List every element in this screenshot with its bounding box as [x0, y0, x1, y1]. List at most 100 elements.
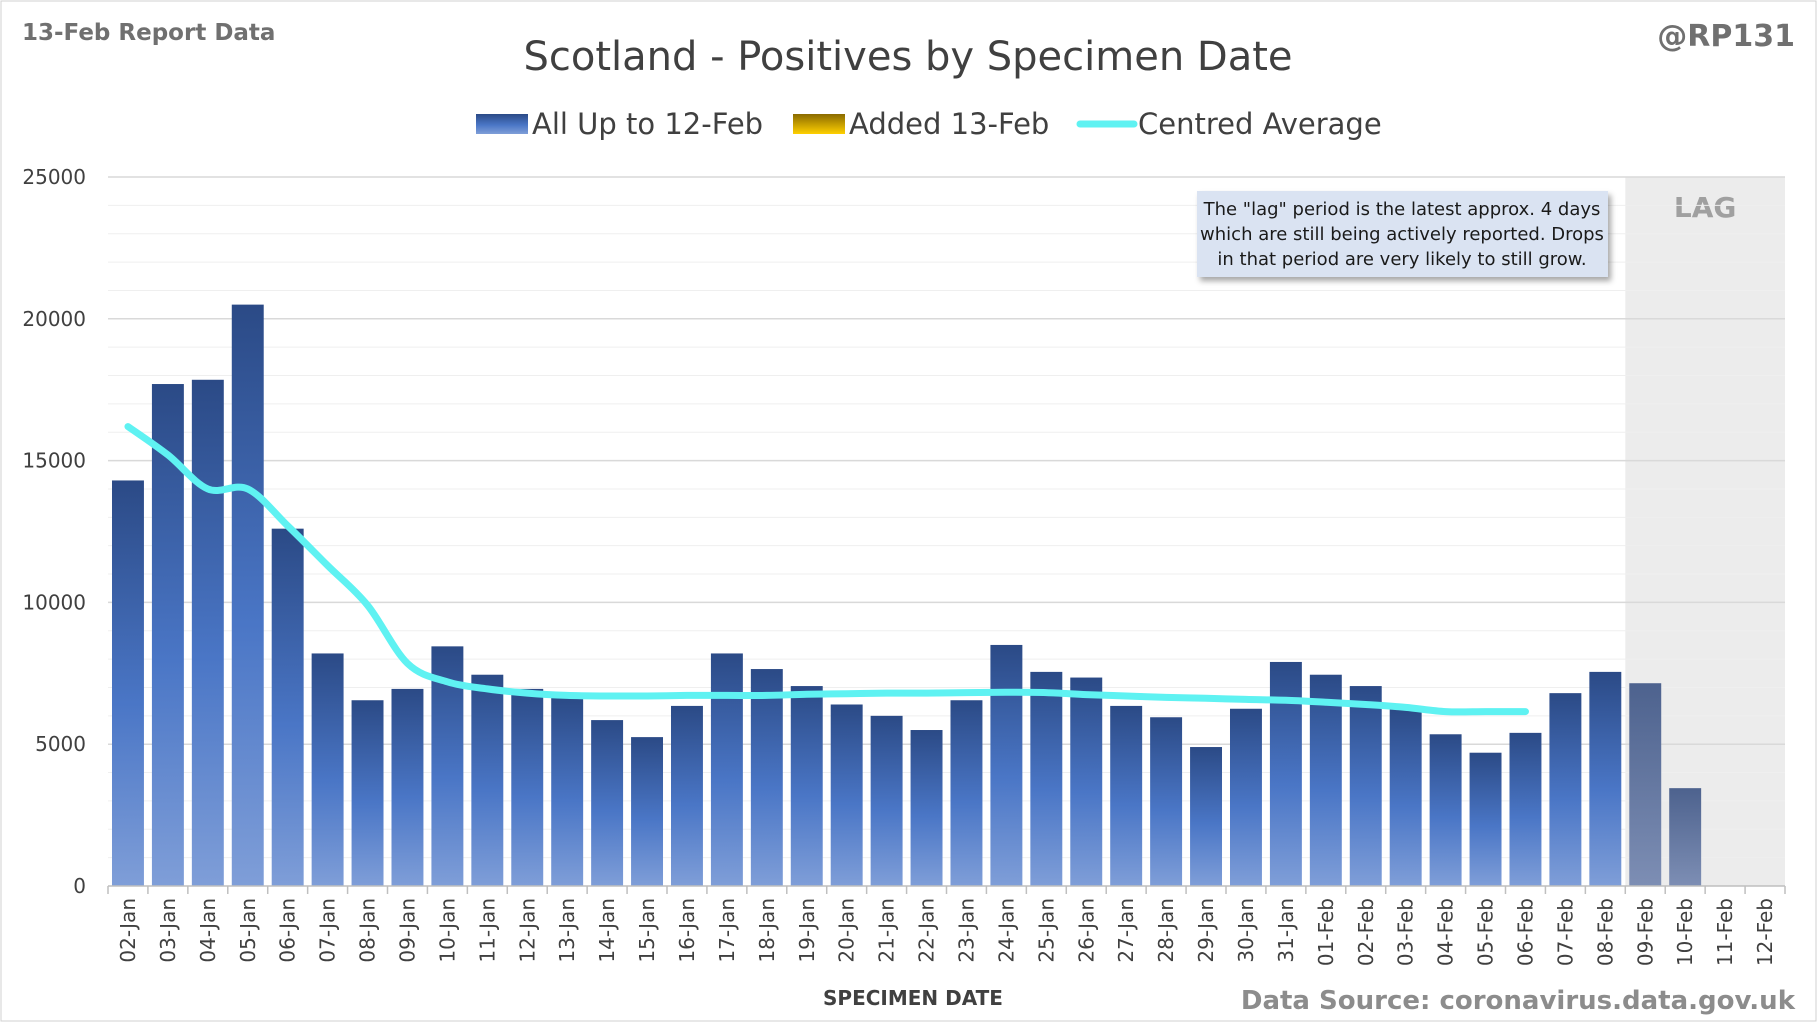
bar-24-Jan — [990, 644, 1023, 886]
x-axis-ticks: 02-Jan 03-Jan 04-Jan 05-Jan 06-Jan 07-Jan 08-J… — [107, 886, 1786, 966]
x-tick-label: 03-Jan — [156, 898, 180, 963]
x-tick-label: 31-Jan — [1274, 898, 1298, 963]
bar-15-Jan — [631, 737, 664, 886]
bar-16-Jan — [670, 705, 703, 886]
bar-series — [111, 304, 1702, 886]
bar-04-Jan — [191, 379, 224, 886]
x-tick-label: 10-Jan — [435, 898, 459, 963]
x-tick-label: 02-Feb — [1354, 898, 1378, 966]
bar-06-Feb — [1509, 732, 1542, 886]
x-tick-label: 14-Jan — [595, 898, 619, 963]
legend-label-average: Centred Average — [1138, 107, 1382, 141]
x-tick-label: 11-Jan — [475, 898, 499, 963]
bar-10-Feb — [1669, 788, 1702, 886]
bar-28-Jan — [1150, 717, 1183, 886]
x-tick-label: 25-Jan — [1034, 898, 1058, 963]
bar-05-Feb — [1469, 752, 1502, 886]
bar-30-Jan — [1229, 708, 1262, 886]
bar-25-Jan — [1030, 671, 1063, 886]
legend-swatch-added — [793, 114, 845, 134]
bar-13-Jan — [551, 697, 584, 886]
x-tick-label: 23-Jan — [954, 898, 978, 963]
bar-22-Jan — [910, 730, 943, 886]
bar-04-Feb — [1429, 734, 1462, 886]
bar-08-Jan — [351, 700, 384, 886]
x-tick-label: 06-Jan — [276, 898, 300, 963]
y-tick-label: 10000 — [22, 590, 86, 614]
bar-07-Jan — [311, 653, 344, 886]
legend: All Up to 12-Feb Added 13-Feb Centred Av… — [476, 107, 1382, 141]
x-tick-label: 12-Jan — [515, 898, 539, 963]
y-tick-label: 15000 — [22, 449, 86, 473]
x-tick-label: 11-Feb — [1713, 898, 1737, 966]
lag-note-line-3: in that period are very likely to still … — [1217, 249, 1586, 270]
x-tick-label: 18-Jan — [755, 898, 779, 963]
x-tick-label: 16-Jan — [675, 898, 699, 963]
bar-31-Jan — [1269, 661, 1302, 886]
x-axis-title: SPECIMEN DATE — [823, 986, 1003, 1010]
x-tick-label: 01-Feb — [1314, 898, 1338, 966]
bar-08-Feb — [1589, 671, 1622, 886]
x-tick-label: 04-Jan — [196, 898, 220, 963]
y-tick-label: 20000 — [22, 307, 86, 331]
bar-19-Jan — [790, 686, 823, 886]
x-tick-label: 06-Feb — [1513, 898, 1537, 966]
bar-02-Jan — [111, 480, 144, 886]
bar-09-Feb — [1629, 683, 1662, 886]
bar-06-Jan — [271, 528, 304, 886]
bar-02-Feb — [1349, 686, 1382, 886]
lag-note-line-2: which are still being actively reported.… — [1200, 224, 1604, 245]
bar-01-Feb — [1309, 674, 1342, 886]
x-tick-label: 26-Jan — [1074, 898, 1098, 963]
bar-20-Jan — [830, 704, 863, 886]
bar-29-Jan — [1190, 747, 1223, 886]
centred-average-line — [124, 423, 1529, 716]
x-tick-label: 09-Feb — [1633, 898, 1657, 966]
bar-14-Jan — [591, 720, 624, 886]
x-tick-label: 09-Jan — [395, 898, 419, 963]
x-tick-label: 08-Feb — [1593, 898, 1617, 966]
legend-label-all: All Up to 12-Feb — [532, 107, 763, 141]
lag-note-line-1: The "lag" period is the latest approx. 4… — [1203, 199, 1601, 220]
legend-swatch-all — [476, 114, 528, 134]
y-tick-label: 0 — [73, 874, 86, 898]
x-tick-label: 13-Jan — [555, 898, 579, 963]
x-tick-label: 19-Jan — [795, 898, 819, 963]
bar-05-Jan — [231, 304, 264, 886]
bar-07-Feb — [1549, 693, 1582, 886]
x-tick-label: 29-Jan — [1194, 898, 1218, 963]
y-tick-label: 25000 — [22, 165, 86, 189]
chart-title: Scotland - Positives by Specimen Date — [523, 34, 1292, 80]
x-tick-label: 04-Feb — [1434, 898, 1458, 966]
x-tick-label: 12-Feb — [1753, 898, 1777, 966]
x-tick-label: 07-Jan — [316, 898, 340, 963]
x-tick-label: 10-Feb — [1673, 898, 1697, 966]
bar-12-Jan — [511, 688, 544, 886]
x-tick-label: 27-Jan — [1114, 898, 1138, 963]
x-tick-label: 07-Feb — [1553, 898, 1577, 966]
x-tick-label: 17-Jan — [715, 898, 739, 963]
lag-label: LAG — [1674, 191, 1737, 224]
x-tick-label: 20-Jan — [835, 898, 859, 963]
x-tick-label: 21-Jan — [875, 898, 899, 963]
data-source: Data Source: coronavirus.data.gov.uk — [1241, 986, 1796, 1016]
bar-21-Jan — [870, 715, 903, 886]
x-tick-label: 24-Jan — [994, 898, 1018, 963]
x-tick-label: 22-Jan — [915, 898, 939, 963]
handle-label: @RP131 — [1657, 19, 1795, 54]
bar-17-Jan — [710, 653, 743, 886]
x-tick-label: 03-Feb — [1394, 898, 1418, 966]
bar-09-Jan — [391, 688, 424, 886]
lag-note-box — [1197, 191, 1608, 277]
y-axis-ticks: 0 5000 10000 15000 20000 25000 — [22, 165, 86, 898]
report-label: 13-Feb Report Data — [22, 20, 275, 46]
bar-11-Jan — [471, 674, 504, 886]
bar-03-Feb — [1389, 708, 1422, 886]
x-tick-label: 05-Jan — [236, 898, 260, 963]
x-tick-label: 02-Jan — [116, 898, 140, 963]
bar-18-Jan — [750, 669, 783, 886]
bar-23-Jan — [950, 700, 983, 886]
x-tick-label: 08-Jan — [356, 898, 380, 963]
